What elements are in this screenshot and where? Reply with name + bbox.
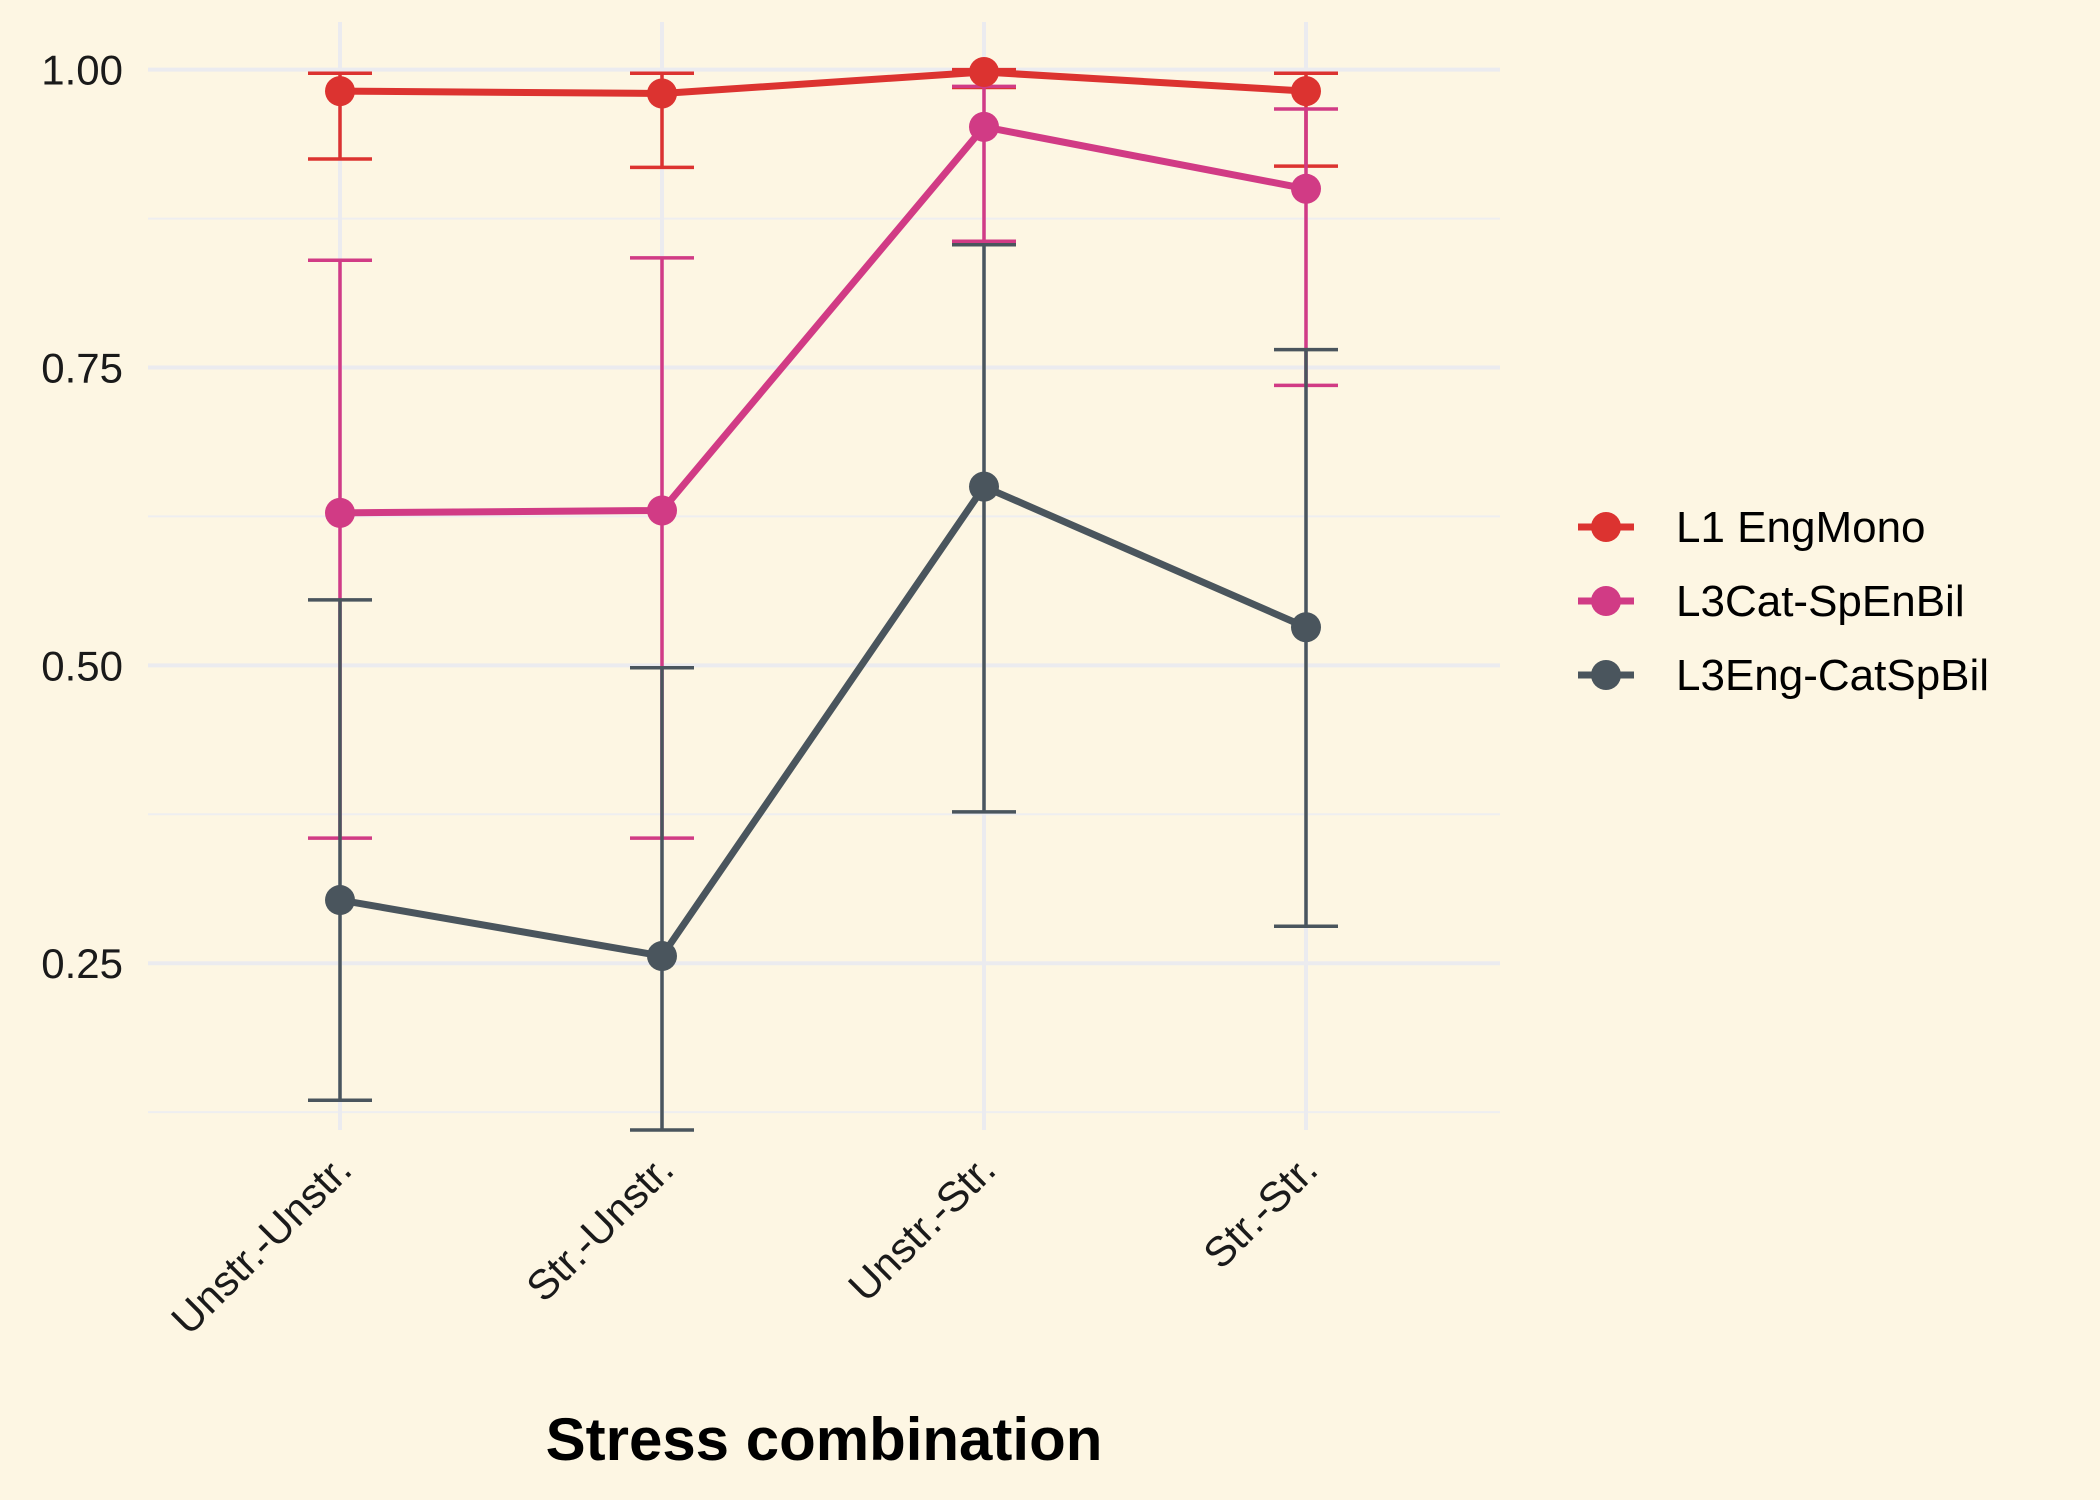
x-tick-label: Unstr.-Unstr.: [162, 1145, 360, 1343]
data-point: [969, 57, 999, 88]
data-point: [325, 885, 355, 916]
data-point: [969, 111, 999, 142]
legend-item: L3Eng-CatSpBil: [1578, 651, 1989, 700]
error-bar: [308, 598, 372, 1102]
y-tick-label: 1.00: [41, 47, 123, 94]
y-tick-label: 0.75: [41, 345, 123, 392]
series-line: [339, 123, 1307, 517]
data-point: [969, 471, 999, 502]
data-point: [647, 78, 677, 109]
series-line: [339, 68, 1307, 97]
legend: L1 EngMono L3Cat-SpEnBil L3Eng-CatSpBil: [1578, 503, 1989, 700]
x-axis-ticks: Unstr.-Unstr. Str.-Unstr. Unstr.-Str. Str.-…: [162, 1145, 1326, 1343]
x-axis-title: Stress combination: [546, 1406, 1103, 1473]
legend-item: L3Cat-SpEnBil: [1578, 577, 1965, 626]
error-bar: [630, 665, 694, 1132]
data-point: [325, 76, 355, 107]
legend-label: L3Eng-CatSpBil: [1676, 651, 1989, 700]
legend-key-point: [1591, 660, 1621, 690]
series-line: [339, 483, 1308, 960]
y-tick-label: 0.25: [41, 940, 123, 987]
x-tick-label: Str.-Str.: [1194, 1145, 1326, 1277]
data-point: [325, 497, 355, 528]
data-point: [1291, 76, 1321, 107]
x-tick-label: Unstr.-Str.: [839, 1145, 1004, 1310]
y-tick-label: 0.50: [41, 642, 123, 689]
legend-label: L3Cat-SpEnBil: [1676, 577, 1965, 626]
legend-item: L1 EngMono: [1578, 503, 1926, 552]
x-tick-label: Str.-Unstr.: [517, 1145, 682, 1310]
series-lines: [339, 68, 1308, 960]
data-point: [647, 495, 677, 526]
error-bar: [1274, 107, 1338, 388]
series-points: [325, 57, 1321, 972]
legend-label: L1 EngMono: [1676, 503, 1926, 552]
legend-key-point: [1591, 512, 1621, 542]
error-bar: [952, 243, 1016, 814]
data-point: [1291, 173, 1321, 204]
y-axis-ticks: 0.25 0.50 0.75 1.00: [41, 47, 123, 988]
error-bars: [308, 67, 1338, 1132]
legend-key-point: [1591, 586, 1621, 616]
data-point: [647, 941, 677, 972]
data-point: [1291, 612, 1321, 643]
